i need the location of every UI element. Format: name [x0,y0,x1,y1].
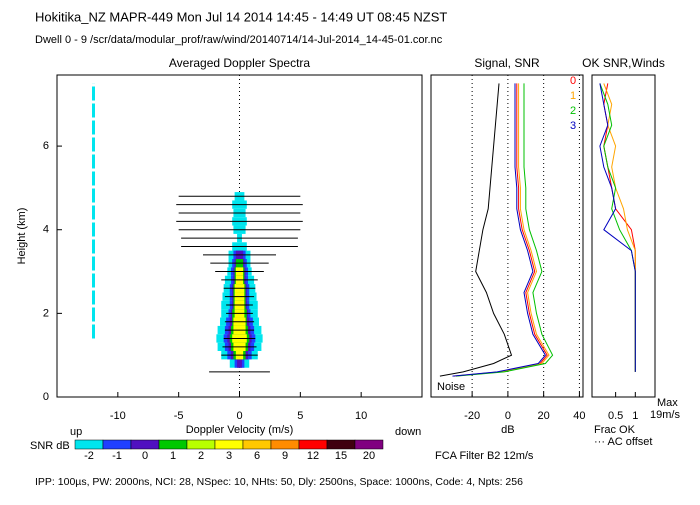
legend-label: 3 [570,120,576,132]
x-tick-label: 0 [236,410,242,422]
x-tick-label: 10 [355,410,367,422]
x-axis-label: Doppler Velocity (m/s) [186,424,294,436]
x-axis-label: dB [501,424,514,436]
x-tick-label: -10 [110,410,126,422]
colorbar-tick-label: 6 [254,450,260,462]
profile-line [454,83,550,377]
plot-frame [430,74,584,398]
down-label: down [395,426,421,438]
x-axis-label: Frac OK [594,424,636,436]
panel-title: Averaged Doppler Spectra [169,56,311,70]
legend-label: 0 [570,75,576,87]
up-label: up [70,426,82,438]
colorbar-swatch [242,439,272,450]
colorbar-swatch [158,439,188,450]
colorbar-swatch [186,439,216,450]
colorbar-tick-label: 15 [335,450,347,462]
filter-label: FCA Filter B2 12m/s [435,450,534,462]
x-tick-label: 5 [297,410,303,422]
colorbar-tick-label: 2 [198,450,204,462]
noise-label: Noise [437,381,465,393]
colorbar-swatch [326,439,356,450]
plot-frame [56,74,423,398]
x-tick-label: 20 [538,410,550,422]
x-tick-label: 0 [505,410,511,422]
colorbar-swatch [354,439,384,450]
colorbar-tick-label: 9 [282,450,288,462]
colorbar-tick-label: 0 [142,450,148,462]
colorbar-tick-label: 12 [307,450,319,462]
y-tick-label: 0 [43,391,49,403]
profile-line [452,83,547,377]
colorbar-tick-label: 20 [363,450,375,462]
max-label: Max [657,397,678,409]
colorbar-tick-label: -2 [84,450,94,462]
x-tick-label: 40 [573,410,585,422]
ac-offset-label: ··· AC offset [594,436,652,448]
header-line2: Dwell 0 - 9 /scr/data/modular_prof/raw/w… [35,34,443,46]
legend-label: 1 [570,90,576,102]
footer: IPP: 100µs, PW: 2000ns, NCI: 28, NSpec: … [35,476,523,488]
x-tick-label: -20 [464,410,480,422]
x-tick-label: 0.5 [608,410,623,422]
colorbar-tick-label: -1 [112,450,122,462]
profile-line [603,83,636,372]
panel-title: Signal, SNR [474,56,540,70]
y-tick-label: 4 [43,224,49,236]
colorbar-swatch [214,439,244,450]
profile-line [455,83,554,377]
colorbar-swatch [298,439,328,450]
max-value: 19m/s [650,409,680,421]
panel-title: OK SNR,Winds [582,56,665,70]
colorbar-tick-label: 3 [226,450,232,462]
colorbar-tick-label: 1 [170,450,176,462]
colorbar-swatch [102,439,132,450]
header-line1: Hokitika_NZ MAPR-449 Mon Jul 14 2014 14:… [35,9,447,24]
y-axis-label: Height (km) [16,208,28,265]
profile-line [599,83,636,372]
colorbar-swatch [270,439,300,450]
plot-frame [591,74,656,398]
colorbar-swatch [74,439,104,450]
legend-label: 2 [570,105,576,117]
profile-line [439,83,513,377]
profile-line [454,83,548,377]
x-tick-label: -5 [174,410,184,422]
y-tick-label: 2 [43,307,49,319]
colorbar-label: SNR dB [30,440,70,452]
colorbar-swatch [130,439,160,450]
x-tick-label: 1 [632,410,638,422]
y-tick-label: 6 [43,140,49,152]
snr-contour [237,359,242,368]
